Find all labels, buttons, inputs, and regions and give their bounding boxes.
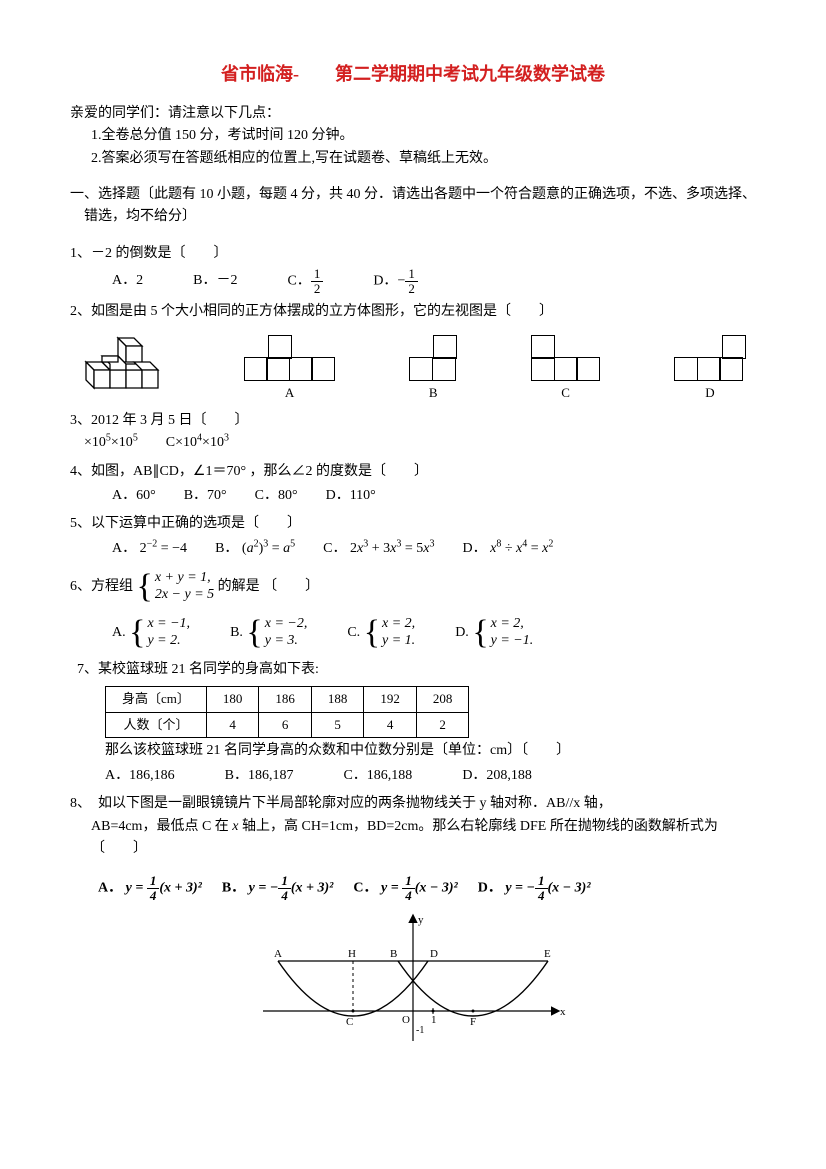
- q5-optC: C． 2x3 + 3x3 = 5x3: [323, 538, 434, 560]
- q4-optC: C．80°: [255, 485, 298, 507]
- q4-stem: 4、如图，AB∥CD，∠1＝70° ，那么∠2 的度数是〔 〕: [70, 461, 756, 483]
- q6-optA: A. {x = −1,y = 2.: [112, 616, 190, 650]
- q6-system: { x + y = 1, 2x − y = 5: [137, 570, 215, 604]
- q6-post: 的解是 〔 〕: [218, 579, 320, 594]
- q8-graph: x y A H B D E C O 1 F -1: [258, 911, 568, 1051]
- q2-optA: A: [244, 335, 336, 404]
- q4: 4、如图，AB∥CD，∠1＝70° ，那么∠2 的度数是〔 〕 A．60° B．…: [70, 461, 756, 508]
- q7-optB: B．186,187: [225, 765, 294, 787]
- q4-optD: D．110°: [326, 485, 376, 507]
- svg-text:-1: -1: [416, 1025, 424, 1036]
- q7-optA: A．186,186: [105, 765, 175, 787]
- svg-text:H: H: [348, 948, 356, 960]
- table-row: 人数〔个〕46542: [106, 712, 469, 738]
- page-title: 省市临海- 第二学期期中考试九年级数学试卷: [70, 60, 756, 89]
- q4-optB: B．70°: [184, 485, 227, 507]
- q2-isometric: [80, 334, 170, 404]
- q8-optD: D． y = −14(x − 3)²: [478, 874, 591, 902]
- q6: 6、方程组 { x + y = 1, 2x − y = 5 的解是 〔 〕 A.…: [70, 570, 756, 649]
- intro-line2: 1.全卷总分值 150 分，考试时间 120 分钟。: [70, 125, 756, 147]
- q2: 2、如图是由 5 个大小相同的正方体摆成的立方体图形，它的左视图是〔 〕: [70, 301, 756, 403]
- q7-optD: D．208,188: [462, 765, 532, 787]
- q5: 5、以下运算中正确的选项是〔 〕 A． 2−2 = −4 B． (a2)3 = …: [70, 513, 756, 560]
- q8-optB: B． y = −14(x + 3)²: [222, 874, 334, 902]
- svg-text:D: D: [430, 948, 438, 960]
- q1-optC: C．12: [287, 267, 323, 295]
- q7-optC: C．186,188: [343, 765, 412, 787]
- q3: 3、2012 年 3 月 5 日〔 〕 ×105×105 C×104×103: [70, 410, 756, 455]
- svg-text:C: C: [346, 1016, 353, 1028]
- svg-text:1: 1: [431, 1014, 437, 1026]
- q5-stem: 5、以下运算中正确的选项是〔 〕: [70, 513, 756, 535]
- q1-optB: B．－2: [193, 270, 237, 292]
- q3-line2: ×105×105 C×104×103: [84, 432, 756, 454]
- q8-optA: A． y = 14(x + 3)²: [98, 874, 202, 902]
- q1: 1、－2 的倒数是〔 〕 A．2 B．－2 C．12 D．−12: [70, 243, 756, 296]
- q4-optA: A．60°: [112, 485, 156, 507]
- q2-optC: C: [531, 335, 600, 404]
- svg-text:F: F: [470, 1016, 476, 1028]
- svg-text:y: y: [418, 914, 424, 926]
- q1-optA: A．2: [112, 270, 143, 292]
- q8: 8、 如以下图是一副眼镜镜片下半局部轮廓对应的两条抛物线关于 y 轴对称．AB/…: [70, 793, 756, 1050]
- intro-line1: 亲爱的同学们：请注意以下几点：: [70, 103, 756, 125]
- intro-line3: 2.答案必须写在答题纸相应的位置上,写在试题卷、草稿纸上无效。: [70, 148, 756, 170]
- q2-optD: D: [674, 335, 746, 404]
- q7: 7、某校篮球班 21 名同学的身高如下表: 身高〔cm〕180186188192…: [70, 659, 756, 787]
- q7-line2: 那么该校篮球班 21 名同学身高的众数和中位数分别是〔单位：cm〕〔 〕: [105, 740, 756, 762]
- q7-table: 身高〔cm〕180186188192208 人数〔个〕46542: [105, 686, 469, 739]
- q8-l2: AB=4cm，最低点 C 在 x 轴上，高 CH=1cm，BD=2cm。那么右轮…: [91, 816, 756, 861]
- q6-optC: C. {x = 2,y = 1.: [347, 616, 415, 650]
- svg-text:B: B: [390, 948, 397, 960]
- svg-text:E: E: [544, 948, 551, 960]
- section1-heading: 一、选择题〔此题有 10 小题，每题 4 分，共 40 分．请选出各题中一个符合…: [70, 184, 756, 229]
- q1-optD: D．−12: [373, 267, 418, 295]
- q2-stem: 2、如图是由 5 个大小相同的正方体摆成的立方体图形，它的左视图是〔 〕: [70, 304, 553, 319]
- table-row: 身高〔cm〕180186188192208: [106, 686, 469, 712]
- q6-optD: D. {x = 2,y = −1.: [455, 616, 533, 650]
- q8-l1: 8、 如以下图是一副眼镜镜片下半局部轮廓对应的两条抛物线关于 y 轴对称．AB/…: [70, 793, 756, 815]
- q5-optD: D． x8 ÷ x4 = x2: [462, 538, 553, 560]
- q7-stem: 7、某校篮球班 21 名同学的身高如下表:: [77, 659, 756, 681]
- q5-optA: A． 2−2 = −4: [112, 538, 187, 560]
- q6-pre: 6、方程组: [70, 579, 133, 594]
- q5-optB: B． (a2)3 = a5: [215, 538, 295, 560]
- q2-optB: B: [409, 335, 457, 404]
- svg-text:O: O: [402, 1014, 410, 1026]
- svg-text:x: x: [560, 1006, 566, 1018]
- q6-optB: B. {x = −2,y = 3.: [230, 616, 307, 650]
- q8-optC: C． y = 14(x − 3)²: [353, 874, 457, 902]
- q1-stem: 1、－2 的倒数是〔 〕: [70, 246, 228, 261]
- q3-stem: 3、2012 年 3 月 5 日〔 〕: [70, 410, 756, 432]
- svg-text:A: A: [274, 948, 282, 960]
